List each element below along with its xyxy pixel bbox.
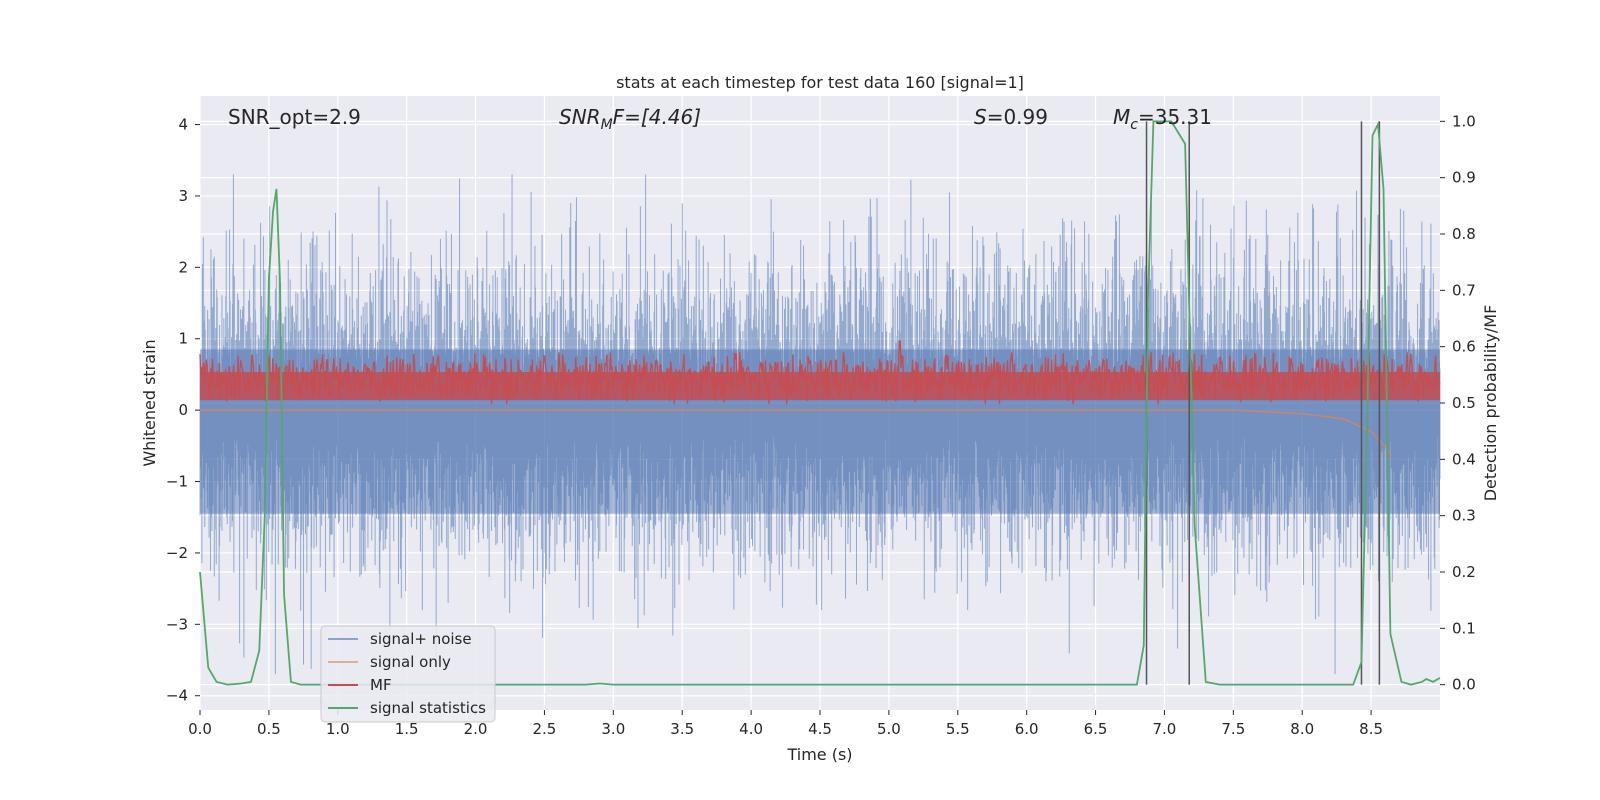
y-right-tick-label-8: 0.2 bbox=[1452, 563, 1476, 581]
legend-label-signal-noise: signal+ noise bbox=[370, 630, 472, 648]
x-tick-label-12: 6.0 bbox=[1015, 720, 1039, 738]
x-tick-label-4: 2.0 bbox=[464, 720, 488, 738]
legend-label-mf: MF bbox=[370, 676, 392, 694]
y-right-tick-label-2: 0.8 bbox=[1452, 225, 1476, 243]
x-tick-label-13: 6.5 bbox=[1084, 720, 1108, 738]
x-tick-label-3: 1.5 bbox=[395, 720, 419, 738]
annotation-snr-mf-main: SNR bbox=[559, 105, 601, 129]
y-right-tick-label-5: 0.5 bbox=[1452, 394, 1476, 412]
x-tick-label-5: 2.5 bbox=[533, 720, 557, 738]
legend-label-signal-only: signal only bbox=[370, 653, 451, 671]
annotation-mc: Mc=35.31 bbox=[1113, 105, 1212, 133]
y-left-tick-label-3: 1 bbox=[178, 330, 188, 348]
y-left-tick-label-7: −3 bbox=[166, 615, 188, 633]
legend-label-signal-statistics: signal statistics bbox=[370, 699, 486, 717]
y-left-tick-label-5: −1 bbox=[166, 473, 188, 491]
y-right-tick-label-3: 0.7 bbox=[1452, 281, 1476, 299]
x-tick-label-11: 5.5 bbox=[946, 720, 970, 738]
signal-statistics-series bbox=[199, 120, 1441, 686]
annotation-mc-rest: =35.31 bbox=[1138, 105, 1212, 129]
x-tick-label-6: 3.0 bbox=[601, 720, 625, 738]
x-tick-label-16: 8.0 bbox=[1290, 720, 1314, 738]
legend: signal+ noise signal only MF signal stat… bbox=[320, 625, 496, 723]
annotation-s-rest: =0.99 bbox=[987, 105, 1048, 129]
y-left-tick-label-4: 0 bbox=[178, 401, 188, 419]
x-tick-label-0: 0.0 bbox=[188, 720, 212, 738]
signal-statistics-line bbox=[199, 120, 1441, 686]
y-left-tick-label-2: 2 bbox=[178, 258, 188, 276]
mf-line bbox=[199, 340, 1441, 405]
x-tick-label-2: 1.0 bbox=[326, 720, 350, 738]
y-left-tick-label-8: −4 bbox=[166, 687, 188, 705]
annotation-s: S=0.99 bbox=[974, 105, 1048, 129]
x-tick-label-15: 7.5 bbox=[1221, 720, 1245, 738]
x-axis-label: Time (s) bbox=[786, 745, 852, 764]
chart-title: stats at each timestep for test data 160… bbox=[616, 73, 1024, 92]
annotation-snr-mf-sub: M bbox=[601, 117, 613, 133]
legend-box bbox=[320, 625, 496, 723]
annotation-mc-var: M bbox=[1113, 105, 1130, 129]
y-right-tick-label-1: 0.9 bbox=[1452, 169, 1476, 187]
y-right-tick-label-4: 0.6 bbox=[1452, 338, 1476, 356]
signal-only-line bbox=[200, 409, 1393, 457]
x-tick-label-8: 4.0 bbox=[739, 720, 763, 738]
x-tick-label-14: 7.0 bbox=[1153, 720, 1177, 738]
x-tick-label-17: 8.5 bbox=[1359, 720, 1383, 738]
annotation-s-var: S bbox=[974, 105, 987, 129]
y-left-tick-label-0: 4 bbox=[178, 116, 188, 134]
mf-series bbox=[199, 340, 1441, 405]
annotation-mc-sub: c bbox=[1130, 117, 1138, 133]
annotation-snr-mf-rest: F=[4.46] bbox=[613, 105, 701, 129]
y-axis-label-right: Detection probability/MF bbox=[1481, 305, 1500, 502]
y-right-tick-label-0: 1.0 bbox=[1452, 112, 1476, 130]
x-tick-label-9: 4.5 bbox=[808, 720, 832, 738]
axes: 0.0 0.5 1.0 1.5 2.0 2.5 3.0 3.5 4.0 4.5 5.0 5.5 6.0 6… bbox=[166, 112, 1476, 738]
x-tick-label-1: 0.5 bbox=[257, 720, 281, 738]
y-right-tick-label-9: 0.1 bbox=[1452, 619, 1476, 637]
x-tick-label-7: 3.5 bbox=[670, 720, 694, 738]
y-left-tick-label-6: −2 bbox=[166, 544, 188, 562]
annotation-snr-opt: SNR_opt=2.9 bbox=[228, 105, 361, 129]
y-left-tick-label-1: 3 bbox=[178, 187, 188, 205]
y-axis-label-left: Whitened strain bbox=[140, 339, 159, 466]
signal-only-series bbox=[200, 409, 1393, 457]
y-right-tick-label-7: 0.3 bbox=[1452, 507, 1476, 525]
x-tick-label-10: 5.0 bbox=[877, 720, 901, 738]
annotation-snr-mf: SNRMF=[4.46] bbox=[559, 105, 701, 133]
y-right-tick-label-6: 0.4 bbox=[1452, 450, 1476, 468]
y-right-tick-label-10: 0.0 bbox=[1452, 676, 1476, 694]
